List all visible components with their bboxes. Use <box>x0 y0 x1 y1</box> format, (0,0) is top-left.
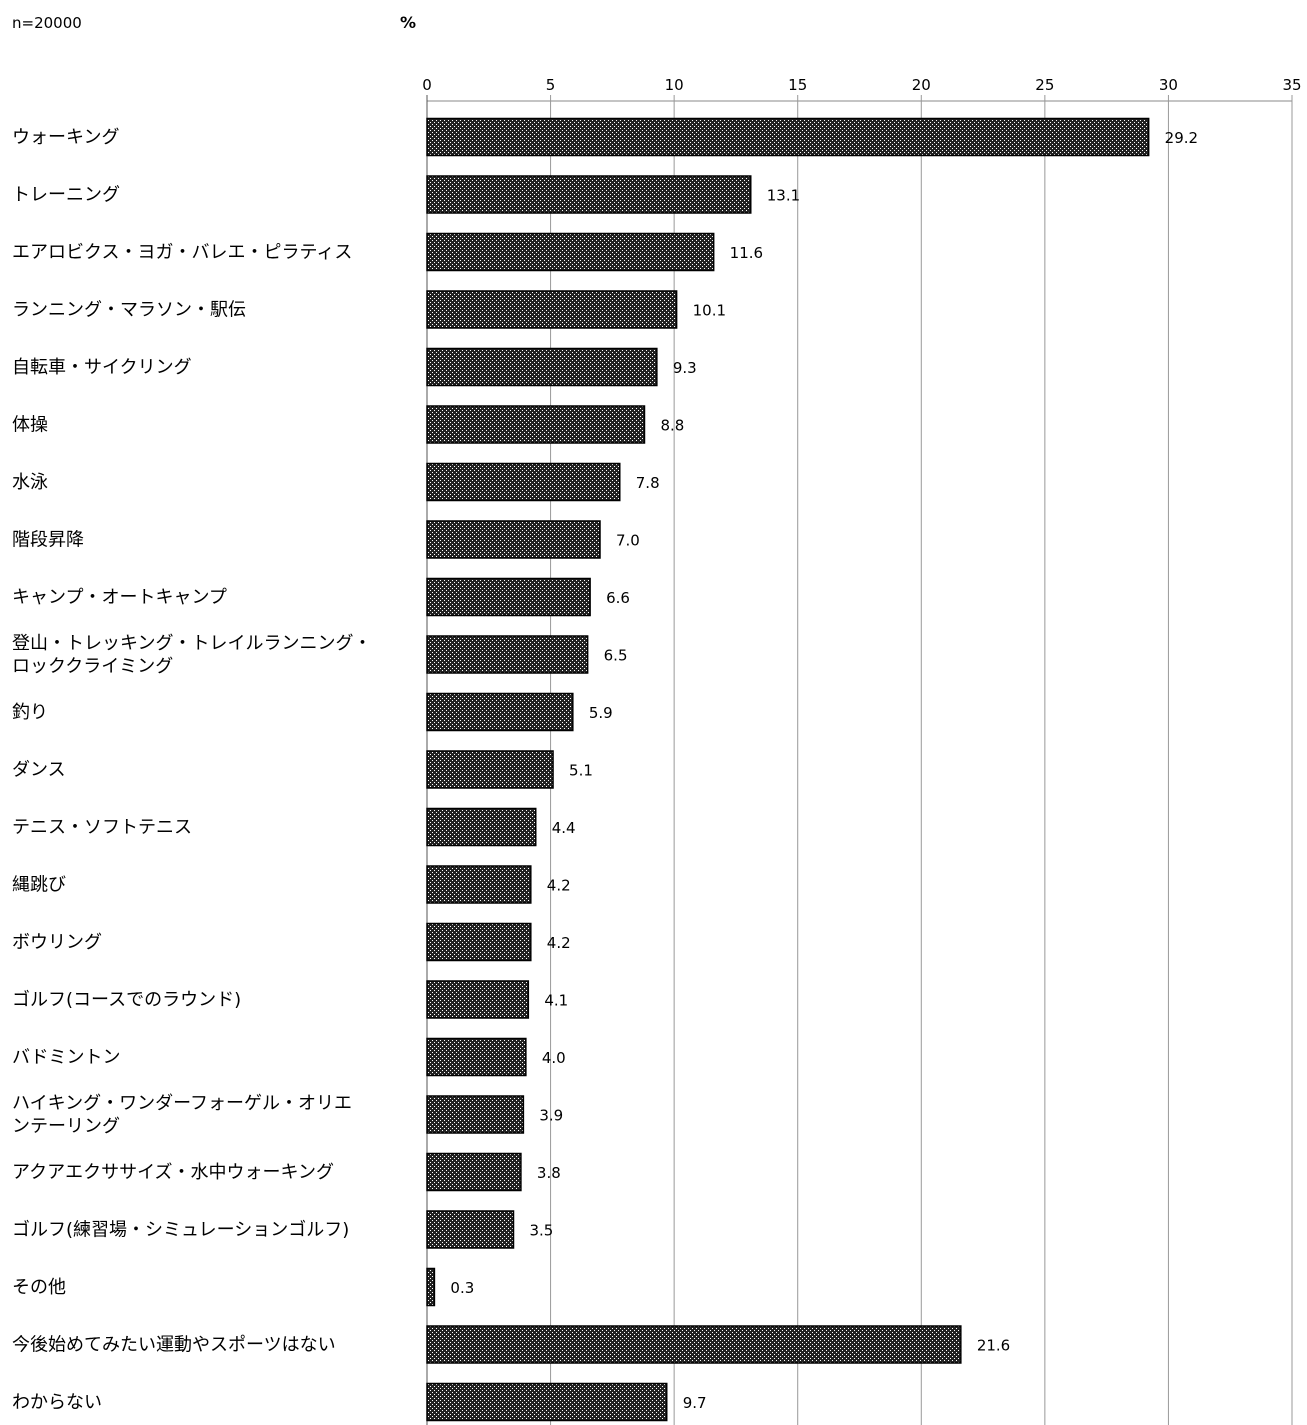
value-label: 7.0 <box>616 532 640 550</box>
bar <box>426 1382 668 1422</box>
bar <box>426 175 752 214</box>
bar <box>426 635 589 674</box>
x-tick-label: 35 <box>1282 76 1301 94</box>
category-label: トレーニング <box>12 185 120 206</box>
category-label: ランニング・マラソン・駅伝 <box>12 300 246 321</box>
x-tick-label: 20 <box>912 76 931 94</box>
bar <box>426 520 601 559</box>
bar <box>426 922 532 962</box>
value-label: 13.1 <box>767 187 800 205</box>
value-label: 3.5 <box>530 1222 554 1240</box>
category-label: ウォーキング <box>12 127 119 148</box>
value-label: 21.6 <box>977 1337 1010 1355</box>
category-label: テニス・ソフトテニス <box>12 817 192 838</box>
x-tick-label: 0 <box>422 76 432 94</box>
x-tick-label: 10 <box>665 76 684 94</box>
category-label: ゴルフ(コースでのラウンド) <box>12 990 241 1011</box>
category-label: 階段昇降 <box>12 530 84 551</box>
value-label: 7.8 <box>636 474 660 492</box>
category-label: アクアエクササイズ・水中ウォーキング <box>12 1162 334 1183</box>
category-label: 体操 <box>12 415 48 436</box>
value-label: 6.6 <box>606 589 630 607</box>
x-tick-label: 30 <box>1159 76 1178 94</box>
bar <box>426 1210 515 1249</box>
category-label: 水泳 <box>12 472 48 493</box>
bar <box>426 462 621 502</box>
bar <box>426 1325 962 1364</box>
bar <box>426 577 591 617</box>
value-label: 4.2 <box>547 877 571 895</box>
category-label: ボウリング <box>12 932 102 953</box>
bar <box>426 692 574 732</box>
value-label: 5.9 <box>589 704 613 722</box>
category-label: ダンス <box>12 760 66 781</box>
bar <box>426 1267 436 1307</box>
category-labels: ウォーキングトレーニングエアロビクス・ヨガ・バレエ・ピラティスランニング・マラソ… <box>12 127 371 1413</box>
category-label: ハイキング・ワンダーフォーゲル・オリエンテーリング <box>12 1093 352 1137</box>
value-label: 9.7 <box>683 1394 707 1412</box>
bar <box>426 347 658 387</box>
category-label: 縄跳び <box>12 875 66 896</box>
value-label: 4.0 <box>542 1049 566 1067</box>
bar <box>426 807 537 847</box>
category-label: キャンプ・オートキャンプ <box>12 587 227 608</box>
bar <box>426 1037 527 1077</box>
x-tick-label: 5 <box>546 76 556 94</box>
bar <box>426 865 532 904</box>
x-tick-label: 25 <box>1035 76 1054 94</box>
value-label: 29.2 <box>1165 129 1198 147</box>
bar <box>426 117 1150 157</box>
value-label: 9.3 <box>673 359 697 377</box>
category-label: わからない <box>12 1392 102 1413</box>
sample-size-label: n=20000 <box>12 14 82 32</box>
value-label: 10.1 <box>693 302 726 320</box>
value-label: 0.3 <box>450 1279 474 1297</box>
bar <box>426 232 715 272</box>
bar <box>426 1095 525 1134</box>
value-label: 11.6 <box>730 244 763 262</box>
bar <box>426 980 530 1019</box>
value-label: 3.8 <box>537 1164 561 1182</box>
category-label: エアロビクス・ヨガ・バレエ・ピラティス <box>12 242 352 263</box>
category-label: 今後始めてみたい運動やスポーツはない <box>12 1335 336 1356</box>
value-label: 4.2 <box>547 934 571 952</box>
bar <box>426 750 554 789</box>
value-label: 4.1 <box>544 992 568 1010</box>
value-label: 8.8 <box>660 417 684 435</box>
category-label: 自転車・サイクリング <box>12 357 192 378</box>
value-label: 4.4 <box>552 819 576 837</box>
category-label: その他 <box>12 1277 66 1298</box>
bar <box>426 1152 522 1192</box>
x-tick-label: 15 <box>788 76 807 94</box>
bar <box>426 405 646 444</box>
value-label: 3.9 <box>539 1107 563 1125</box>
x-axis-ticks: 0 5 10 15 20 25 30 35 <box>422 76 1301 94</box>
category-label: 釣り <box>12 702 48 723</box>
category-label: ゴルフ(練習場・シミュレーションゴルフ) <box>12 1220 349 1241</box>
unit-label: % <box>400 13 417 32</box>
category-label: バドミントン <box>12 1047 121 1068</box>
bar <box>426 290 678 329</box>
category-label: 登山・トレッキング・トレイルランニング・ロッククライミング <box>12 633 371 677</box>
value-labels: 29.2 13.1 11.6 10.1 9.3 8.8 7.8 7.0 6.6 6.5 5.9 5.1… <box>450 129 1198 1412</box>
bars <box>426 117 1150 1422</box>
value-label: 5.1 <box>569 762 593 780</box>
value-label: 6.5 <box>604 647 628 665</box>
